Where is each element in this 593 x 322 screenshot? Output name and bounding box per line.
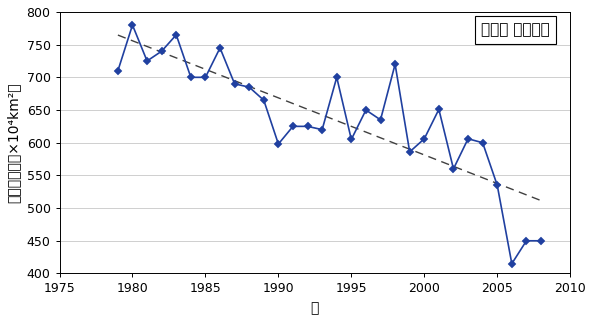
X-axis label: 年: 年 <box>311 301 319 315</box>
Y-axis label: 海氷域面積（×10⁴km²）: 海氷域面積（×10⁴km²） <box>7 82 21 203</box>
Text: 北極域 年最小値: 北極域 年最小値 <box>481 23 550 37</box>
